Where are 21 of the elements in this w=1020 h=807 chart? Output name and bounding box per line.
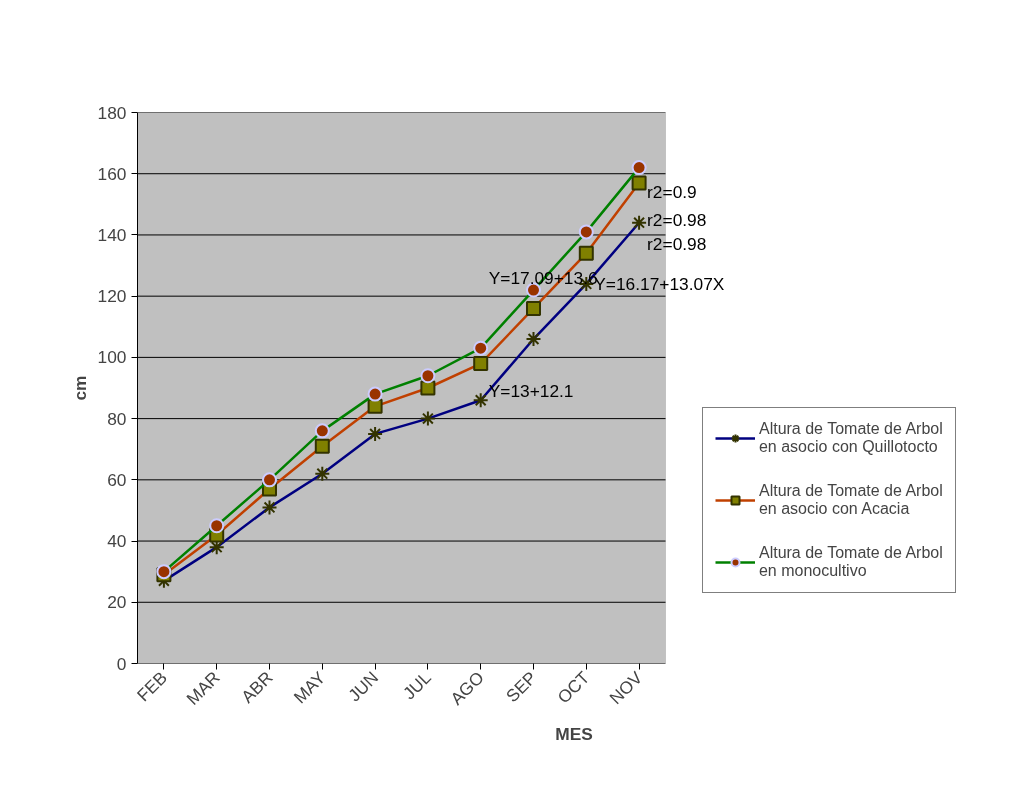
y-tick-label: 40 bbox=[107, 531, 127, 552]
y-tick-label: 100 bbox=[97, 347, 127, 368]
y-tick-label: 160 bbox=[97, 163, 127, 184]
annotation: r2=0.98 bbox=[647, 209, 707, 230]
annotation: Y=13+12.1 bbox=[488, 381, 574, 402]
y-tick-label: 20 bbox=[107, 592, 127, 613]
y-tick-label: 80 bbox=[107, 408, 127, 429]
legend-label: Altura de Tomate de Arbol en monocultivo bbox=[758, 544, 943, 580]
legend-label: Altura de Tomate de Arbol en asocio con Quillotocto bbox=[758, 420, 943, 456]
y-tick-label: 140 bbox=[97, 224, 127, 245]
annotation: r2=0.98 bbox=[647, 234, 707, 255]
y-tick-label: 60 bbox=[107, 469, 127, 490]
y-tick-label: 0 bbox=[116, 653, 127, 674]
y-tick-label: 120 bbox=[97, 286, 127, 307]
x-axis-title: MES bbox=[555, 723, 593, 744]
legend-label: Altura de Tomate de Arbol en asocio con Acacia bbox=[758, 482, 943, 518]
annotation: r2=0.9 bbox=[647, 182, 697, 203]
x-tick-label: FEB bbox=[132, 667, 171, 706]
y-axis-title: cm bbox=[69, 375, 90, 401]
x-tick-label: JUL bbox=[399, 667, 436, 704]
y-tick-label: 180 bbox=[97, 102, 127, 123]
